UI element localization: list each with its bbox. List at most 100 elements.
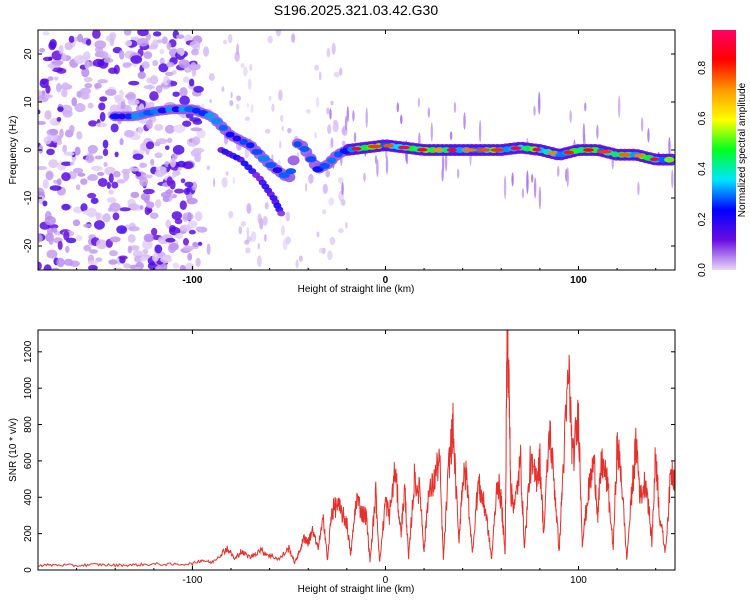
x-tick-label: 0	[383, 275, 389, 286]
spectrogram-cell	[143, 51, 153, 60]
spectrogram-cell	[203, 46, 210, 57]
spectrogram-cell	[179, 200, 187, 210]
spectrogram-cell	[318, 247, 324, 254]
spectrogram-cell	[154, 244, 163, 254]
spectrogram-cell	[333, 71, 340, 78]
spectrogram-cell	[44, 94, 53, 99]
spectrogram-cell	[61, 161, 73, 166]
spectrogram-cell	[119, 207, 131, 212]
spectrogram-cell	[114, 151, 119, 158]
spectrogram-cell	[61, 82, 70, 91]
spectrogram-ridge-cell	[117, 113, 127, 120]
spectrogram-cell	[441, 167, 444, 182]
spectrogram-y-label: Frequency (Hz)	[8, 116, 19, 185]
y-tick-label: 200	[23, 525, 34, 542]
spectrogram-ridge-cell	[257, 155, 270, 162]
spectrogram-cell	[109, 32, 117, 39]
spectrogram-cell	[87, 102, 94, 109]
spectrogram-cell	[192, 241, 199, 247]
spectrogram-cell	[116, 179, 126, 184]
spectrogram-cell	[427, 107, 431, 118]
spectrogram-cell	[596, 124, 599, 139]
spectrogram-cell	[332, 122, 339, 133]
spectrogram-cell	[149, 75, 159, 85]
spectrogram-cell	[330, 137, 334, 149]
spectrogram-cell	[647, 128, 650, 143]
spectrogram-cell	[132, 153, 144, 160]
spectrogram-cell	[271, 103, 275, 112]
spectrogram-cell	[63, 258, 74, 266]
spectrogram-cell	[96, 171, 105, 176]
spectrogram-cell	[172, 144, 185, 155]
colorbar-label: Normalized spectral amplitude	[737, 82, 748, 217]
spectrogram-cell	[174, 218, 183, 225]
spectrogram-ridge-cell	[239, 138, 248, 145]
spectrogram-cell	[192, 147, 205, 154]
spectrogram-cell	[430, 122, 433, 142]
colorbar-tick-label: 0.6	[697, 111, 708, 125]
spectrogram-cell	[123, 30, 132, 36]
spectrogram-cell	[376, 159, 379, 178]
spectrogram-cell	[184, 181, 194, 188]
spectrogram-cell	[165, 219, 172, 229]
spectrogram-cell	[104, 88, 117, 96]
colorbar: 0.0 0.2 0.4 0.6 0.8 Normalized spectral ampl…	[697, 30, 748, 277]
spectrogram-cell	[183, 187, 191, 195]
spectrogram-cell	[108, 189, 114, 195]
spectrogram-cell	[99, 96, 108, 102]
spectrogram-cell	[76, 235, 83, 241]
spectrogram-cell	[172, 91, 180, 97]
spectrogram-cell	[166, 61, 175, 68]
spectrogram-cell	[137, 126, 143, 135]
spectrogram-cell	[87, 174, 99, 182]
spectrogram-cell	[61, 53, 67, 62]
spectrogram-ridge-cell	[265, 162, 277, 169]
snr-x-ticks: -100 0 100	[37, 330, 657, 586]
spectrogram-ridge-cell	[658, 156, 667, 163]
spectrogram-cell	[130, 191, 140, 199]
spectrogram-cell	[143, 174, 153, 179]
spectrogram-cell	[281, 125, 285, 131]
spectrogram-cell	[127, 245, 132, 254]
spectrogram-cell	[164, 124, 175, 134]
spectrogram-cell	[129, 245, 140, 251]
spectrogram-cell	[264, 233, 267, 242]
spectrogram-cell	[149, 212, 159, 219]
spectrogram-cell	[449, 131, 453, 141]
spectrogram-cell	[116, 225, 127, 234]
spectrogram-cell	[61, 172, 71, 182]
y-tick-label: 600	[23, 452, 34, 469]
colorbar-tick-label: 0.2	[697, 212, 708, 226]
spectrogram-cell	[213, 177, 216, 188]
spectrogram-cell	[48, 236, 54, 245]
spectrogram-cell	[521, 188, 525, 199]
spectrogram-cell	[85, 154, 95, 163]
spectrogram-cell	[87, 260, 99, 266]
spectrogram-cell	[146, 201, 155, 209]
spectrogram-cell	[236, 103, 240, 110]
colorbar-tick-label: 0.0	[697, 263, 708, 277]
spectrogram-cell	[72, 167, 84, 174]
spectrogram-cell	[155, 138, 168, 145]
spectrogram-cell	[44, 110, 52, 120]
spectrogram-cell	[141, 61, 150, 69]
spectrogram-cell	[166, 176, 173, 187]
spectrogram-cell	[119, 138, 124, 146]
spectrogram-cell	[136, 37, 149, 47]
spectrogram-cell	[80, 203, 88, 212]
spectrogram-cell	[304, 182, 308, 192]
spectrogram-cell	[330, 100, 334, 106]
spectrogram-cell	[171, 211, 183, 221]
spectrogram-cell	[182, 237, 189, 246]
spectrogram-cell	[137, 71, 146, 80]
spectrogram-cell	[154, 152, 163, 159]
spectrogram-cell	[229, 100, 234, 107]
spectrogram-cell	[262, 216, 268, 226]
spectrogram-cell	[240, 220, 246, 227]
spectrogram-cell	[197, 241, 203, 246]
spectrogram-cell	[417, 97, 421, 108]
spectrogram-cell	[62, 109, 73, 118]
spectrogram-cell	[87, 144, 98, 154]
spectrogram-cell	[617, 95, 621, 119]
spectrogram-cell	[74, 54, 85, 64]
